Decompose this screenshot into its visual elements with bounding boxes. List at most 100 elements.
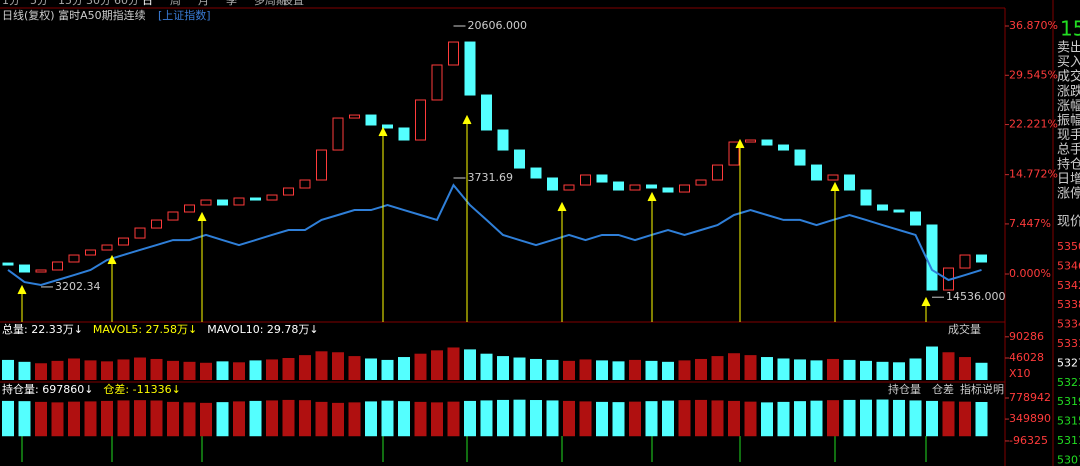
- bar: [695, 358, 707, 380]
- toggle-button[interactable]: 指标说明: [960, 382, 1004, 396]
- bar: [513, 399, 526, 437]
- bar: [414, 401, 427, 437]
- candle: [233, 197, 245, 206]
- candle: [563, 184, 575, 191]
- bar: [827, 400, 839, 437]
- bar: [942, 352, 955, 380]
- bar: [794, 359, 806, 380]
- bar: [266, 359, 278, 380]
- side-price: 5311: [1057, 434, 1080, 447]
- bar: [167, 360, 179, 380]
- toolbar-item: 日: [142, 0, 153, 7]
- candle: [629, 184, 641, 191]
- bar: [629, 401, 641, 437]
- selector[interactable]: 成交量: [948, 322, 981, 336]
- bar: [216, 361, 229, 380]
- toggle-button[interactable]: 持仓量: [888, 382, 921, 396]
- bar: [777, 401, 790, 437]
- bar: [860, 360, 872, 380]
- side-label: 买入: [1057, 55, 1080, 70]
- bar: [678, 400, 691, 437]
- bar: [18, 361, 31, 380]
- y-tick-label: 36.870%: [1009, 19, 1058, 32]
- bar: [975, 401, 988, 437]
- bar: [282, 399, 295, 437]
- bar: [84, 360, 97, 380]
- candle: [481, 94, 492, 131]
- candle: [827, 174, 839, 181]
- bar: [959, 357, 971, 380]
- candle: [464, 41, 476, 96]
- candle: [514, 149, 525, 169]
- side-price: 5338: [1057, 298, 1080, 311]
- side-price: 5307: [1057, 453, 1080, 466]
- toolbar-item: 设置: [282, 0, 304, 7]
- bar: [744, 401, 757, 437]
- bar: [810, 360, 823, 380]
- bar: [530, 358, 542, 380]
- bar: [596, 401, 608, 437]
- bar: [810, 400, 823, 437]
- candle: [151, 219, 162, 229]
- bar: [414, 353, 427, 380]
- bar: [167, 401, 179, 437]
- bar: [332, 402, 344, 437]
- bar: [447, 401, 460, 437]
- candle: [728, 141, 740, 166]
- bar: [249, 400, 262, 437]
- candle: [283, 187, 294, 196]
- candle: [695, 179, 707, 186]
- bar: [678, 360, 691, 380]
- index-line: [7, 183, 982, 286]
- bar: [695, 399, 707, 437]
- bar: [761, 357, 773, 380]
- toolbar-item: 30分: [86, 0, 111, 7]
- candle: [497, 129, 509, 151]
- candle: [778, 144, 789, 151]
- candle: [101, 244, 113, 251]
- bar: [183, 402, 196, 437]
- toolbar-item: 1分: [2, 0, 20, 7]
- candle: [860, 189, 872, 206]
- side-label: 振幅: [1057, 114, 1080, 129]
- y-tick-label: 22.221%: [1009, 118, 1058, 131]
- side-label: 涨跌: [1057, 83, 1080, 99]
- candle: [349, 114, 360, 119]
- side-label: 现手: [1057, 128, 1080, 143]
- bar: [777, 358, 790, 380]
- bar: [876, 361, 889, 380]
- bar: [728, 353, 740, 380]
- bar: [596, 360, 608, 380]
- candle: [761, 139, 773, 146]
- y-tick-label: 29.545%: [1009, 68, 1058, 81]
- candle: [926, 224, 938, 291]
- candle: [893, 209, 905, 213]
- bar: [365, 401, 377, 437]
- bar: [497, 356, 509, 380]
- bar: [629, 359, 641, 380]
- legend-entry: MAVOL10: 29.78万↓: [207, 323, 318, 336]
- bar: [348, 402, 361, 437]
- bar: [84, 401, 97, 437]
- side-label: 卖出: [1057, 41, 1080, 56]
- bar: [744, 355, 757, 380]
- bar: [711, 400, 724, 437]
- bar: [398, 401, 410, 437]
- candle: [431, 64, 443, 101]
- bar: [431, 402, 443, 437]
- bar: [200, 362, 212, 380]
- candle: [35, 269, 47, 273]
- candle: [679, 184, 690, 193]
- bar: [959, 401, 971, 437]
- bar: [315, 351, 328, 380]
- chart-title: 日线(复权) 富时A50期指连续: [2, 8, 146, 22]
- bar: [893, 399, 905, 437]
- side-label: 涨幅: [1057, 99, 1080, 114]
- toggle-button[interactable]: 仓差: [932, 382, 954, 396]
- bar: [381, 359, 394, 380]
- signal-lines: [21, 436, 927, 462]
- y-tick-label: 46028: [1009, 351, 1044, 364]
- bar: [249, 360, 262, 380]
- bar: [893, 362, 905, 380]
- bar: [728, 400, 740, 437]
